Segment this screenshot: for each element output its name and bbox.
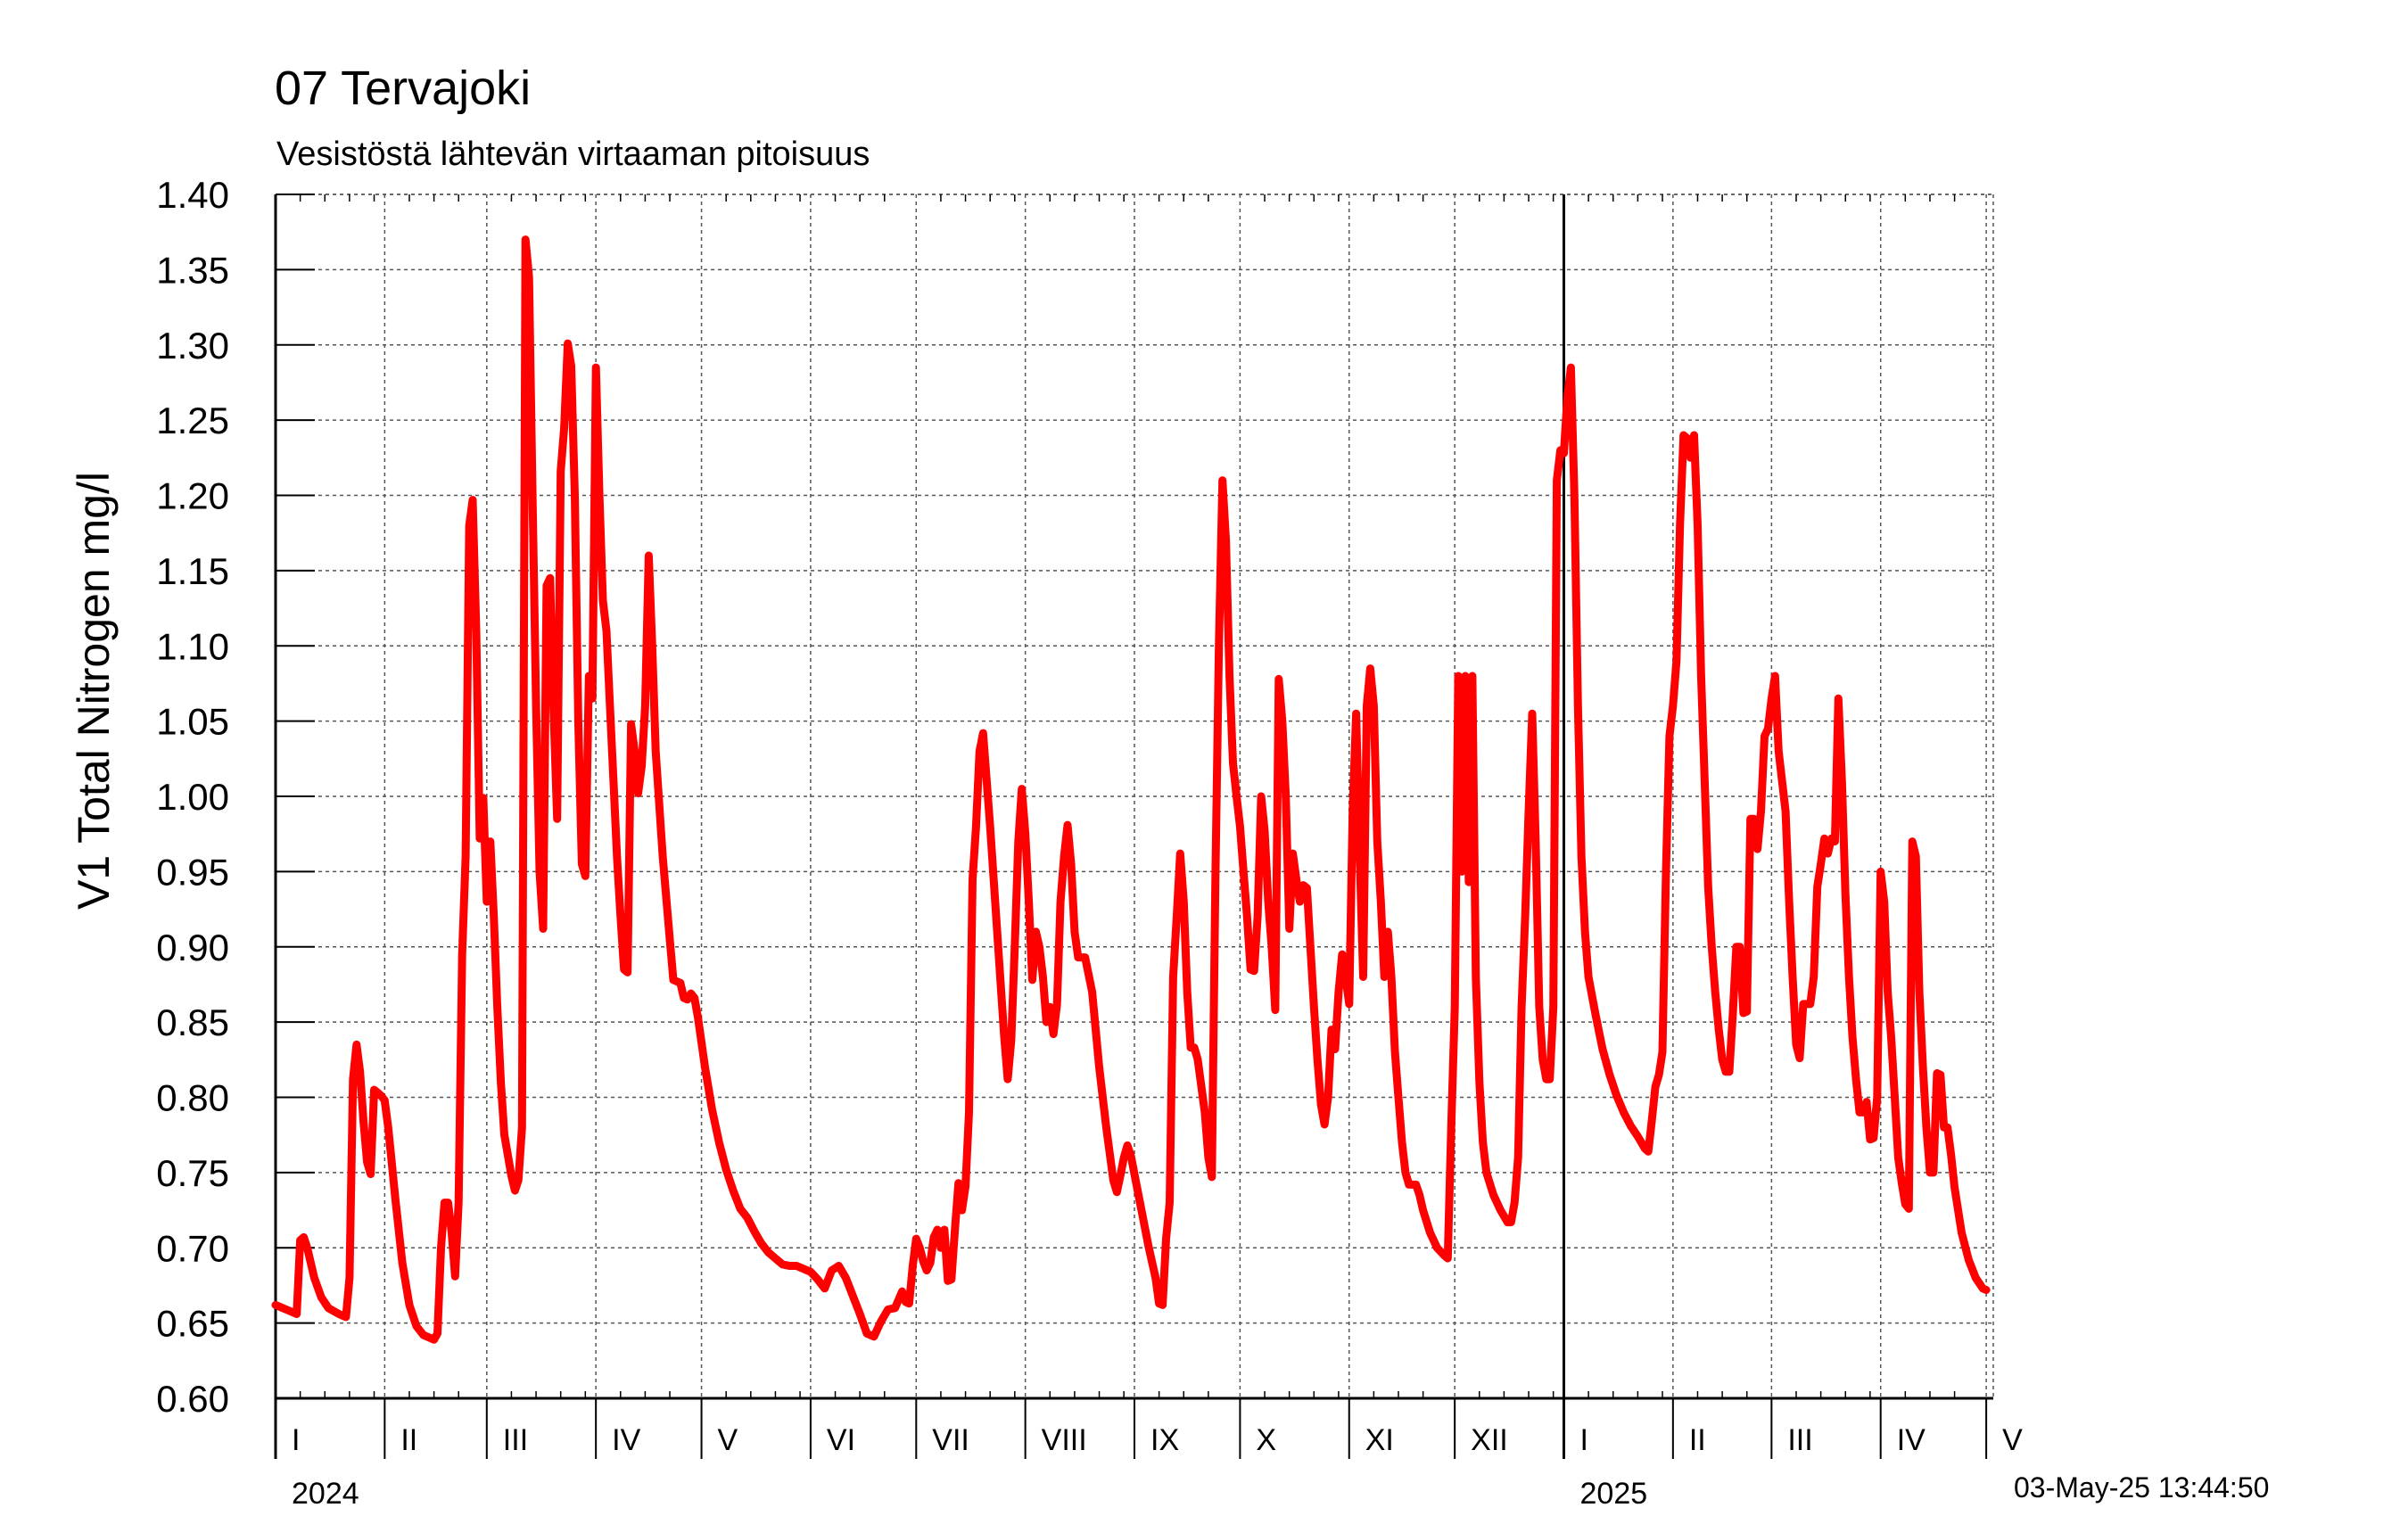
y-tick-label: 1.00	[156, 776, 229, 818]
month-label: II	[1689, 1423, 1706, 1457]
month-label: V	[718, 1423, 738, 1457]
series-line	[271, 235, 1991, 1344]
y-tick-label: 1.25	[156, 400, 229, 441]
month-label: X	[1256, 1423, 1276, 1457]
timestamp: 03-May-25 13:44:50	[2014, 1471, 2270, 1504]
y-tick-label: 1.15	[156, 550, 229, 592]
y-tick-label: 0.95	[156, 851, 229, 893]
y-tick-label: 0.85	[156, 1001, 229, 1043]
y-tick-label: 0.70	[156, 1227, 229, 1269]
y-tick-label: 1.10	[156, 625, 229, 667]
plot-area	[271, 235, 1991, 1344]
month-label: I	[1580, 1423, 1588, 1457]
month-label: III	[503, 1423, 528, 1457]
month-label: IV	[1897, 1423, 1926, 1457]
y-axis: 1.40 1.35 1.30 1.25 1.20 1.15 1.10 1.05 1.00 0.95…	[156, 174, 315, 1420]
y-tick-label: 0.60	[156, 1378, 229, 1420]
y-tick-label: 1.35	[156, 249, 229, 291]
y-tick-label: 0.80	[156, 1077, 229, 1119]
month-label: II	[400, 1423, 417, 1457]
month-label: VIII	[1042, 1423, 1087, 1457]
chart-title: 07 Tervajoki	[275, 62, 532, 115]
month-label: VI	[827, 1423, 855, 1457]
month-label: IX	[1150, 1423, 1179, 1457]
year-label: 2024	[292, 1477, 359, 1511]
y-axis-label: V1 Total Nitrogen mg/l	[69, 472, 119, 910]
y-tick-label: 1.40	[156, 174, 229, 216]
chart-subtitle: Vesistöstä lähtevän virtaaman pitoisuus	[276, 136, 870, 173]
y-tick-label: 1.30	[156, 325, 229, 367]
month-label: V	[2002, 1423, 2023, 1457]
month-label: I	[292, 1423, 300, 1457]
month-label: XI	[1365, 1423, 1394, 1457]
y-tick-label: 0.65	[156, 1303, 229, 1345]
year-label: 2025	[1580, 1477, 1648, 1511]
y-tick-label: 0.75	[156, 1152, 229, 1194]
month-label: XII	[1471, 1423, 1508, 1457]
y-tick-label: 0.90	[156, 927, 229, 968]
y-tick-label: 1.20	[156, 475, 229, 517]
y-tick-label: 1.05	[156, 701, 229, 743]
month-label: VII	[932, 1423, 969, 1457]
month-label: III	[1787, 1423, 1812, 1457]
month-label: IV	[612, 1423, 640, 1457]
